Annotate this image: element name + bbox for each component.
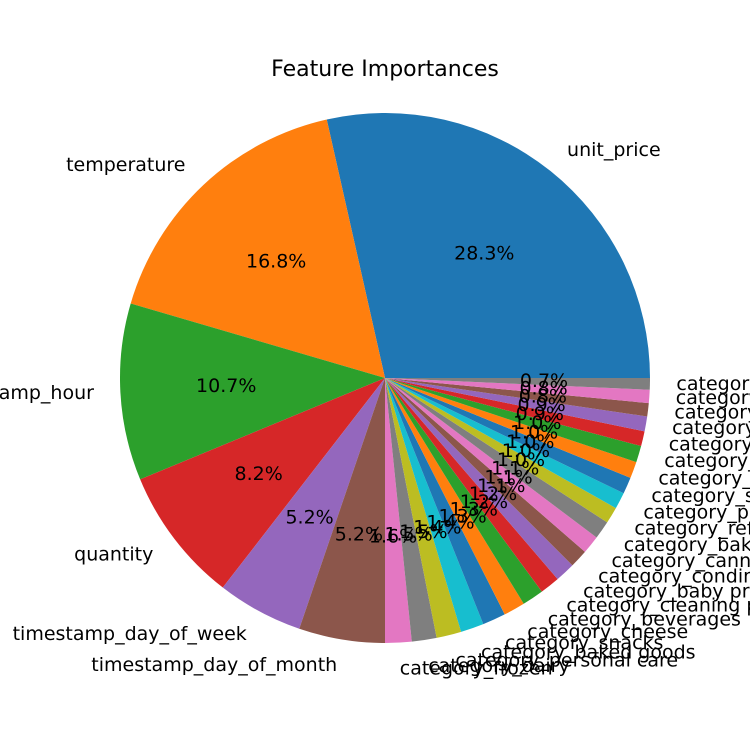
percent-label: 1.0% — [506, 431, 554, 453]
slice-label: category_spices — [651, 485, 750, 507]
slice-label: category_baby products — [583, 580, 750, 602]
chart-title: Feature Importances — [271, 57, 499, 82]
percent-label: 1.1% — [491, 458, 539, 480]
pie-slice — [326, 113, 650, 378]
slice-label: category_meat — [672, 417, 750, 439]
percent-label: 1.1% — [484, 467, 532, 489]
slice-label: unit_price — [567, 139, 661, 161]
percent-label: 1.0% — [497, 449, 545, 471]
percent-label: 1.3% — [438, 505, 486, 527]
pie-slice — [385, 378, 608, 538]
pie-slices — [120, 113, 650, 643]
percent-label: 10.7% — [196, 375, 256, 397]
slice-labels: unit_price temperature timestamp_hourquant… — [0, 139, 750, 680]
slice-label: temperature — [66, 154, 185, 176]
slice-label: category_frozen — [400, 658, 553, 680]
slice-label: category_dairy — [428, 655, 570, 677]
slice-label: timestamp_day_of_week — [13, 623, 247, 645]
pie-slice — [385, 378, 650, 390]
pie-slice — [385, 378, 542, 604]
slice-label: category_personal care — [455, 649, 678, 671]
pie-slice — [130, 119, 385, 378]
pie-slice — [385, 378, 524, 615]
percent-label: 5.2% — [285, 506, 333, 528]
percent-label: 8.2% — [235, 463, 283, 485]
percent-label: 0.9% — [516, 403, 564, 425]
pie-slice — [222, 378, 385, 629]
pie-slice — [385, 378, 649, 417]
pie-slice — [385, 378, 616, 523]
slice-label: quantity — [74, 543, 153, 565]
slice-label: category_pasta — [643, 501, 750, 523]
percent-label: 16.8% — [246, 251, 306, 273]
pie-slice — [385, 378, 642, 463]
slice-label: category_kitchen — [658, 468, 750, 490]
slice-label: category_grains — [674, 401, 750, 423]
slice-label: category_baked goods — [481, 642, 696, 664]
slice-label: category_baking — [624, 534, 750, 556]
percent-label: 0.7% — [520, 370, 568, 392]
pie-slice — [140, 378, 385, 588]
pie-slice — [385, 378, 412, 643]
percent-label: 0.8% — [519, 378, 567, 400]
percent-label: 1.4% — [426, 511, 474, 533]
slice-label: category_household — [676, 373, 750, 395]
slice-label: category_cheese — [527, 621, 688, 643]
slice-label: category_condiments — [598, 565, 750, 587]
pie-slice — [385, 378, 650, 404]
percent-label: 1.0% — [513, 412, 561, 434]
pie-slice — [385, 378, 585, 566]
percent-label: 1.4% — [413, 517, 461, 539]
percent-label: 1.2% — [460, 491, 508, 513]
percent-label: 1.1% — [477, 475, 525, 497]
percent-labels: 28.3%16.8%10.7%8.2%5.2%5.2%1.6%1.5%1.5%1… — [196, 242, 568, 547]
slice-label: timestamp_day_of_month — [91, 654, 337, 676]
pie-slice — [385, 378, 573, 580]
pie-slice — [385, 378, 645, 447]
percent-label: 28.3% — [454, 242, 514, 264]
pie-slice — [385, 378, 437, 642]
pie-slice — [385, 378, 624, 509]
percent-label: 0.8% — [519, 386, 567, 408]
pie-slice — [299, 378, 385, 643]
percent-label: 1.0% — [510, 422, 558, 444]
percent-label: 0.9% — [517, 394, 565, 416]
percent-label: 1.2% — [469, 483, 517, 505]
slice-label: category_cleaning products — [566, 595, 750, 617]
pie-slice — [385, 378, 637, 478]
percent-label: 1.3% — [450, 498, 498, 520]
pie-slice — [385, 378, 462, 638]
slice-label: category_seafood — [676, 387, 750, 409]
slice-label: category_snacks — [505, 632, 663, 654]
slice-label: category_refrigerated — [634, 518, 750, 540]
percent-label: 5.2% — [335, 523, 383, 545]
pie-slice — [120, 303, 385, 480]
pie-slice — [385, 378, 484, 632]
slice-label: timestamp_hour — [0, 382, 94, 404]
pie-slice — [385, 378, 648, 432]
percent-label: 1.0% — [502, 440, 550, 462]
pie-slice — [385, 378, 505, 625]
slice-label: category_tea — [664, 450, 750, 472]
slice-label: category_produce — [669, 433, 750, 455]
pie-slice — [385, 378, 631, 494]
slice-label: category_canned goods — [611, 550, 750, 572]
percent-label: 1.6% — [369, 525, 417, 547]
slice-label: category_beverages — [548, 608, 741, 630]
pie-slice — [385, 378, 597, 552]
percent-label: 1.5% — [399, 521, 447, 543]
percent-label: 1.5% — [384, 524, 432, 546]
pie-slice — [385, 378, 558, 592]
